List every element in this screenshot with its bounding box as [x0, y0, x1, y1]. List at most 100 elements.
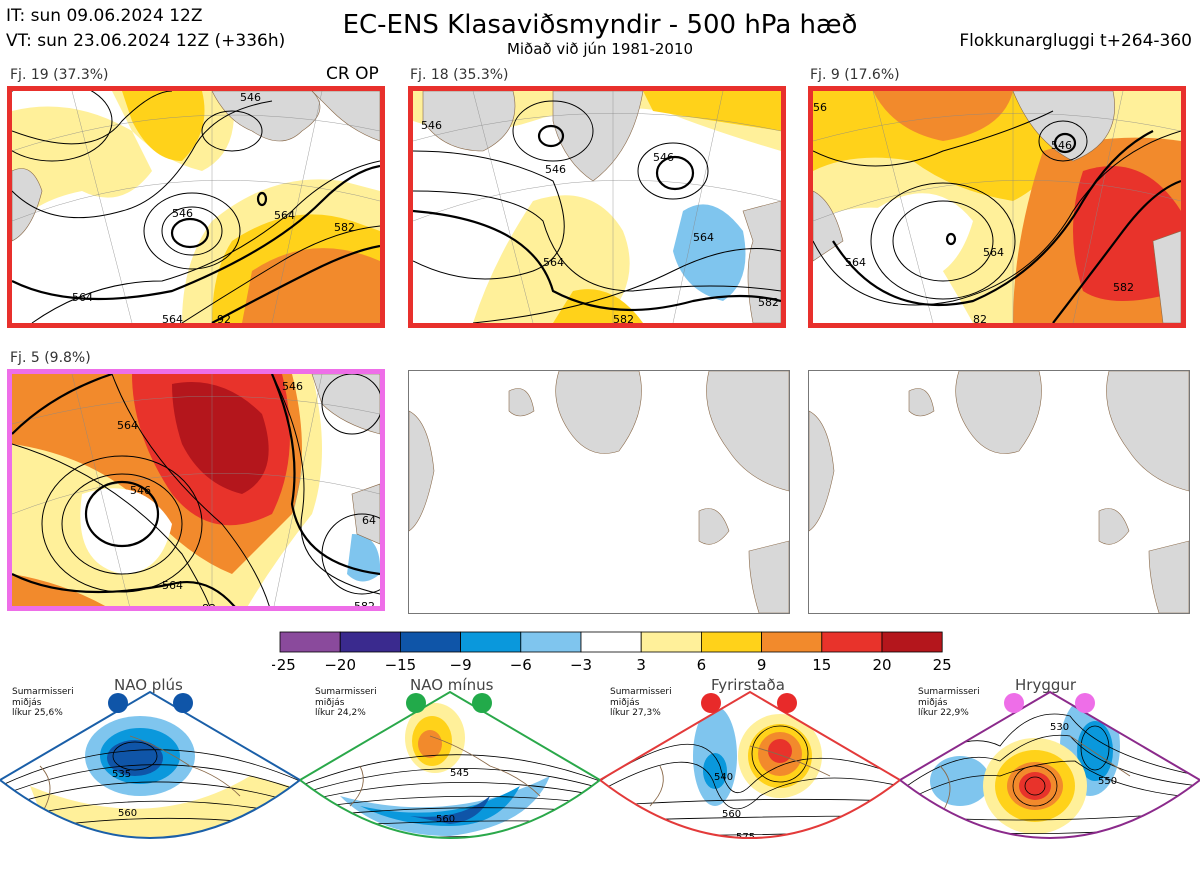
cluster-map-4-svg: 564 546 564 82 582 546 64: [12, 374, 380, 611]
regime-map-nao-plus: 535 560: [0, 690, 300, 839]
colorbar-box: [279, 631, 341, 653]
land: [311, 374, 380, 435]
land: [12, 168, 43, 242]
page-subtitle: Miðað við jún 1981-2010: [506, 40, 694, 58]
regime-dot: [108, 693, 128, 713]
land: [1148, 540, 1189, 613]
land: [748, 540, 789, 613]
valid-time: VT: sun 23.06.2024 12Z (+336h): [6, 31, 286, 51]
contour-label: 564: [693, 231, 714, 244]
contour-label: 82: [973, 313, 987, 323]
anomaly-darkred: [172, 382, 269, 494]
regime-dot: [777, 693, 797, 713]
land: [422, 91, 516, 152]
contour-label: 546: [282, 380, 303, 393]
contour-label: 546: [172, 207, 193, 220]
colorbar-box: [580, 631, 642, 653]
colorbar-box: [700, 631, 762, 653]
regime-title-4: Hryggur: [1015, 676, 1077, 694]
anomaly-blue: [673, 204, 746, 301]
contour-label: 546: [240, 91, 261, 104]
contour-label: 540: [714, 772, 733, 783]
contour-label: 546: [1051, 139, 1072, 152]
colorbar-box: [821, 631, 883, 653]
anomaly-white: [80, 488, 172, 574]
init-time: IT: sun 09.06.2024 12Z: [6, 6, 203, 26]
height-contours-bold: [832, 130, 1181, 323]
contour-label: 582: [1113, 281, 1134, 294]
regime-title-1: NAO plús: [114, 676, 183, 694]
height-contours: [12, 91, 380, 323]
height-contours: [813, 110, 1181, 306]
regime-title-2: NAO mínus: [410, 676, 494, 694]
anomaly-orange: [813, 91, 1073, 201]
colorbar-tick-label: −3: [570, 656, 592, 674]
cluster-label-4: Fj. 5 (9.8%): [10, 350, 91, 366]
land: [508, 388, 535, 417]
land: [555, 371, 642, 454]
cluster-map-1: 546 564 582 564 92 546 564: [7, 86, 385, 328]
colorbar-tick-label: 3: [636, 656, 646, 674]
land: [955, 371, 1042, 454]
contour-label: 546: [421, 119, 442, 132]
regime-dot: [1004, 693, 1024, 713]
contour-label: 92: [217, 313, 231, 323]
contour-label: 564: [117, 419, 138, 432]
regime-dot: [1075, 693, 1095, 713]
contour-label: 564: [162, 579, 183, 592]
colorbar-tick-label: 20: [872, 656, 891, 674]
contour-label: 564: [274, 209, 295, 222]
anomaly-yellow: [12, 106, 152, 231]
anomaly-orange: [643, 91, 781, 131]
contour-label: 546: [545, 163, 566, 176]
classification-window: Flokkunargluggi t+264-360: [959, 31, 1192, 51]
contour-label: 64: [362, 514, 376, 527]
contour-label: 56: [813, 101, 827, 114]
contour-label: 546: [130, 484, 151, 497]
height-contours: [413, 100, 781, 323]
colorbar-box: [881, 631, 943, 653]
anomaly-orange: [12, 574, 106, 606]
land: [1012, 91, 1115, 162]
cluster-map-4: 564 546 564 82 582 546 64: [7, 369, 385, 611]
anomaly-red: [1073, 166, 1181, 301]
regime-map-nao-minus: 545 560 575: [300, 690, 600, 839]
regime-text-1: Sumarmisseri miðjás líkur 25,6%: [12, 687, 74, 718]
contour-label: 546: [653, 151, 674, 164]
cluster-map-3: 546 564 564 582 82 56: [808, 86, 1186, 328]
contour-label: 575: [736, 832, 755, 843]
contour-label: 560: [118, 808, 137, 819]
height-contours-bold: [413, 124, 781, 312]
regime-dot: [701, 693, 721, 713]
contour-label: 82: [202, 602, 216, 611]
regime-text-4: Sumarmisseri miðjás líkur 22,9%: [918, 687, 980, 718]
contour-label: 560: [436, 814, 455, 825]
cluster-label-2: Fj. 18 (35.3%): [410, 67, 509, 83]
colorbar-box: [399, 631, 461, 653]
graticule: [813, 91, 1181, 323]
contour-label: 550: [1098, 776, 1117, 787]
cluster-map-3-svg: 546 564 564 582 82 56: [813, 91, 1181, 323]
contour-label: 564: [72, 291, 93, 304]
land: [742, 200, 781, 323]
contour-label: 560: [722, 809, 741, 820]
colorbar-tick-label: 9: [757, 656, 767, 674]
contour-label: 530: [1050, 722, 1069, 733]
empty-map-6: [808, 370, 1190, 614]
anomaly-orange: [873, 91, 1013, 141]
contour-label: 582: [334, 221, 355, 234]
contour-label: 535: [112, 769, 131, 780]
land: [1152, 230, 1181, 323]
land: [908, 388, 935, 417]
colorbar-tick-label: 25: [933, 656, 952, 674]
contour-label: 564: [543, 256, 564, 269]
regime-map-blocking: 540 560 575: [600, 690, 900, 843]
colorbar-box: [640, 631, 702, 653]
contour-label: 564: [845, 256, 866, 269]
regime-dot: [173, 693, 193, 713]
colorbar-tick-label: −9: [450, 656, 472, 674]
contour-label: 564: [162, 313, 183, 323]
land: [1098, 508, 1130, 545]
cluster-map-2-svg: 546 546 546 564 564 582 582: [413, 91, 781, 323]
contour-label: 582: [758, 296, 779, 309]
